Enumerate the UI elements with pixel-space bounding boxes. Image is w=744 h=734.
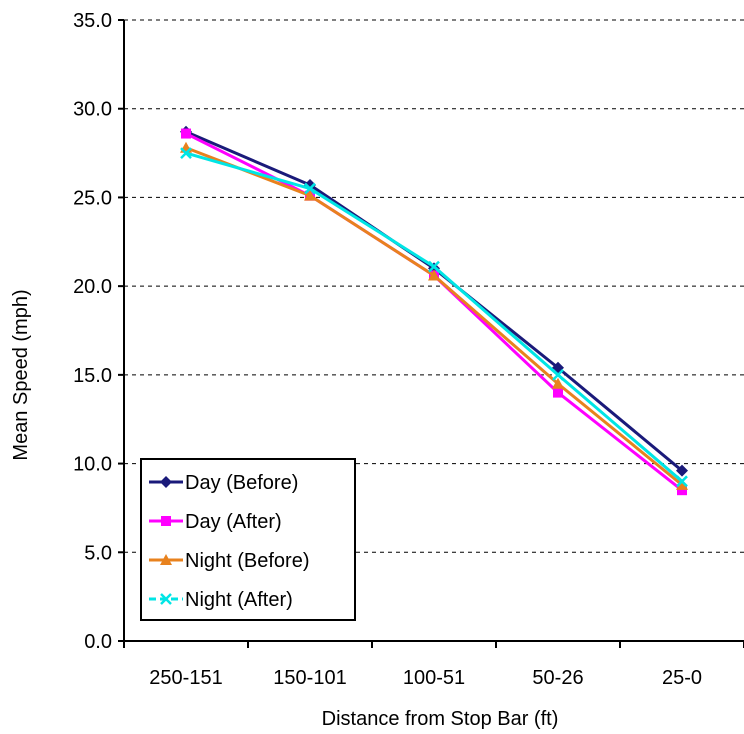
x-tick-label: 150-101 — [273, 667, 346, 689]
axes — [123, 20, 744, 642]
data-point — [428, 269, 440, 281]
legend-label: Night (After) — [185, 589, 293, 611]
legend-item: Night (Before) — [149, 550, 310, 572]
y-tick-label: 5.0 — [84, 542, 112, 564]
data-point — [676, 478, 688, 490]
legend-label: Night (Before) — [185, 550, 310, 572]
legend-marker — [160, 593, 172, 605]
series-line — [185, 130, 683, 472]
x-tick-label: 50-26 — [532, 667, 583, 689]
y-tick-label: 35.0 — [73, 10, 112, 32]
legend: Day (Before) Day (After) Night (Before) Nig… — [140, 458, 356, 621]
data-point — [553, 387, 563, 398]
y-tick-label: 10.0 — [73, 454, 112, 476]
legend-marker — [161, 516, 171, 526]
data-point — [180, 141, 192, 153]
y-tick-label: 30.0 — [73, 99, 112, 121]
series-night-after — [180, 147, 688, 488]
x-axis-ticks: 250-151 150-101 100-51 50-26 25-0 — [123, 641, 744, 689]
data-point — [676, 464, 688, 477]
legend-item: Night (After) — [149, 589, 293, 611]
y-tick-label: 25.0 — [73, 187, 112, 209]
legend-item: Day (Before) — [149, 472, 298, 494]
data-point — [552, 368, 564, 381]
data-point — [552, 377, 564, 389]
legend-marker — [160, 554, 172, 565]
data-point — [180, 147, 192, 159]
x-tick-label: 25-0 — [662, 667, 702, 689]
data-point — [676, 475, 688, 488]
legend-label: Day (Before) — [185, 472, 298, 494]
data-point — [677, 485, 687, 496]
data-point — [181, 128, 191, 139]
series-day-before — [180, 125, 688, 477]
x-tick-label: 250-151 — [149, 667, 222, 689]
series-line — [185, 146, 683, 487]
data-point — [304, 189, 316, 201]
x-tick-label: 100-51 — [403, 667, 465, 689]
y-tick-label: 0.0 — [84, 631, 112, 653]
series-day-after — [181, 128, 687, 496]
data-point — [304, 182, 316, 195]
legend-label: Day (After) — [185, 511, 282, 533]
legend-box — [140, 458, 356, 621]
series-group — [180, 125, 688, 496]
y-axis-ticks: 0.0 5.0 10.0 15.0 20.0 25.0 30.0 35.0 — [73, 10, 124, 653]
x-axis-title: Distance from Stop Bar (ft) — [322, 708, 559, 730]
y-tick-label: 20.0 — [73, 276, 112, 298]
series-line — [185, 132, 683, 492]
y-tick-label: 15.0 — [73, 365, 112, 387]
series-night-before — [180, 141, 688, 490]
legend-marker — [160, 476, 172, 488]
legend-item: Day (After) — [149, 511, 282, 533]
y-axis-title: Mean Speed (mph) — [10, 289, 32, 460]
data-point — [428, 260, 440, 273]
